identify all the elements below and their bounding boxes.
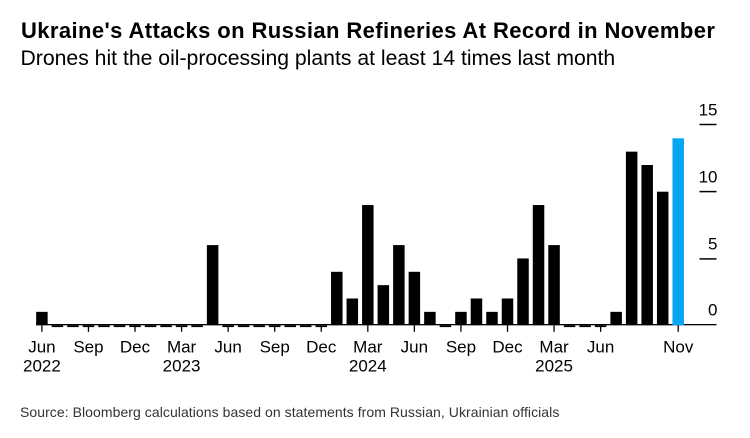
svg-text:Nov: Nov [663,338,694,357]
svg-text:Mar: Mar [353,338,383,357]
svg-text:Jun: Jun [214,338,241,357]
svg-text:0: 0 [708,301,717,320]
svg-text:Sep: Sep [446,338,476,357]
svg-text:Mar: Mar [539,338,569,357]
svg-text:Jun: Jun [28,338,55,357]
svg-text:Dec: Dec [306,338,337,357]
svg-text:2022: 2022 [23,357,61,376]
svg-text:15: 15 [699,101,718,120]
svg-text:5: 5 [708,235,717,254]
svg-text:2025: 2025 [535,357,573,376]
svg-text:2023: 2023 [163,357,201,376]
svg-text:Dec: Dec [492,338,523,357]
svg-text:2024: 2024 [349,357,387,376]
svg-text:10: 10 [699,167,718,186]
svg-text:Jun: Jun [401,338,428,357]
svg-text:Dec: Dec [120,338,151,357]
svg-text:Sep: Sep [73,338,103,357]
svg-text:Mar: Mar [167,338,197,357]
svg-text:Jun: Jun [587,338,614,357]
svg-text:Sep: Sep [260,338,290,357]
